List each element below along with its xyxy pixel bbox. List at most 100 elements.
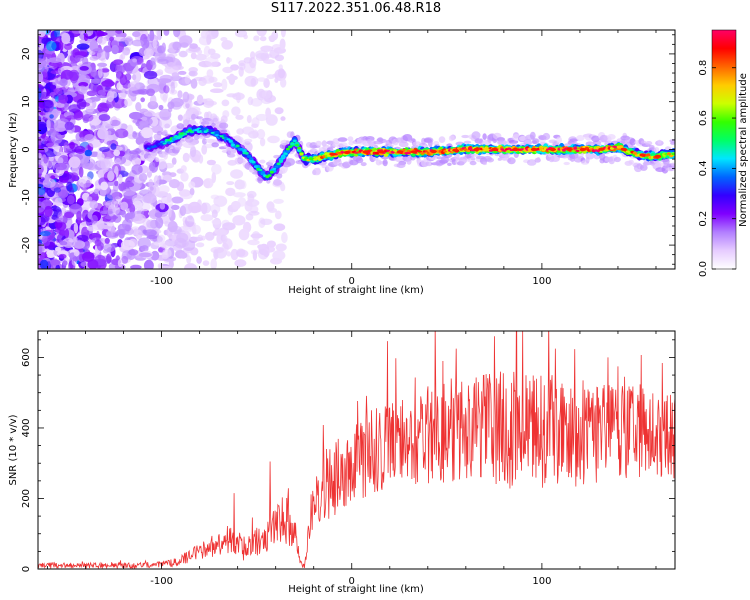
heatmap-cell bbox=[166, 52, 178, 57]
heatmap-cell bbox=[180, 172, 189, 182]
heatmap-cell bbox=[645, 141, 653, 146]
heatmap-cell bbox=[143, 193, 157, 204]
heatmap-cell bbox=[132, 58, 138, 63]
heatmap-cell bbox=[240, 147, 245, 151]
heatmap-cell bbox=[175, 146, 182, 150]
heatmap-cell bbox=[106, 253, 112, 264]
heatmap-cell bbox=[207, 48, 216, 55]
heatmap-cell bbox=[182, 91, 190, 103]
heatmap-cell bbox=[157, 130, 162, 136]
heatmap-cell bbox=[163, 85, 170, 94]
x-tick-label: 100 bbox=[532, 576, 551, 587]
heatmap-cell bbox=[38, 215, 41, 226]
heatmap-cell bbox=[156, 134, 162, 139]
heatmap-cell bbox=[97, 127, 109, 140]
heatmap-cell bbox=[661, 165, 669, 174]
heatmap-cell bbox=[266, 74, 275, 80]
heatmap-cell bbox=[128, 150, 139, 155]
heatmap-cell bbox=[378, 138, 387, 143]
heatmap-cell bbox=[60, 69, 74, 80]
heatmap-cell bbox=[410, 150, 418, 154]
heatmap-cell bbox=[173, 30, 181, 38]
heatmap-cell bbox=[89, 200, 98, 209]
heatmap-cell bbox=[576, 135, 585, 141]
heatmap-cell bbox=[473, 147, 480, 152]
heatmap-cell bbox=[180, 42, 189, 48]
heatmap-cell bbox=[315, 140, 322, 147]
heatmap-cell bbox=[274, 77, 279, 83]
heatmap-cell bbox=[452, 148, 459, 152]
heatmap-cell bbox=[100, 158, 111, 171]
colorbar-tick-label: 0.8 bbox=[698, 60, 709, 76]
heatmap-cell bbox=[39, 259, 49, 269]
heatmap-cell bbox=[563, 161, 570, 166]
heatmap-cell bbox=[72, 236, 78, 243]
heatmap-cell bbox=[227, 153, 236, 158]
heatmap-cell bbox=[79, 66, 89, 71]
heatmap-cell bbox=[628, 159, 634, 165]
heatmap-cell bbox=[569, 138, 579, 142]
heatmap-cell bbox=[256, 30, 267, 37]
heatmap-cell bbox=[106, 222, 114, 227]
heatmap-cell bbox=[46, 41, 57, 52]
heatmap-cell bbox=[236, 92, 241, 104]
heatmap-cell bbox=[62, 237, 76, 248]
heatmap-cell bbox=[396, 150, 404, 154]
heatmap-cell bbox=[669, 154, 674, 158]
heatmap-cell bbox=[125, 64, 133, 74]
heatmap-cell bbox=[82, 251, 95, 262]
heatmap-cell bbox=[211, 164, 222, 175]
heatmap-cell bbox=[382, 159, 388, 167]
heatmap-cell bbox=[200, 202, 208, 215]
heatmap-cell bbox=[277, 167, 286, 175]
heatmap-cell bbox=[155, 30, 161, 36]
heatmap-cell bbox=[149, 30, 155, 42]
heatmap-cell bbox=[236, 158, 246, 163]
heatmap-cell bbox=[166, 193, 172, 203]
heatmap-cell bbox=[375, 159, 382, 166]
heatmap-cell bbox=[210, 246, 224, 254]
heatmap-cell bbox=[129, 211, 136, 219]
heatmap-cell bbox=[127, 81, 140, 91]
heatmap-cell bbox=[170, 204, 180, 211]
heatmap-cell bbox=[246, 115, 252, 124]
colorbar-tick-label: 0.4 bbox=[698, 160, 709, 176]
heatmap-cell bbox=[230, 169, 244, 179]
heatmap-cell bbox=[313, 158, 318, 161]
heatmap-cell bbox=[128, 249, 139, 256]
heatmap-cell bbox=[283, 152, 288, 155]
heatmap-cell bbox=[232, 215, 246, 226]
heatmap-cell bbox=[197, 49, 203, 55]
heatmap-cell bbox=[377, 150, 385, 154]
heatmap-cell bbox=[55, 246, 62, 252]
heatmap-cell bbox=[42, 99, 54, 109]
heatmap-cell bbox=[51, 132, 63, 145]
heatmap-cell bbox=[226, 251, 231, 257]
heatmap-cell bbox=[54, 87, 63, 96]
heatmap-cell bbox=[176, 136, 181, 139]
heatmap-cell bbox=[171, 196, 184, 204]
heatmap-cell bbox=[221, 40, 233, 50]
snr-x-axis-label: Height of straight line (km) bbox=[288, 584, 424, 595]
heatmap-cell bbox=[411, 138, 416, 142]
heatmap-cell bbox=[105, 230, 114, 238]
heatmap-cell bbox=[45, 118, 59, 129]
heatmap-cell bbox=[132, 70, 142, 83]
heatmap-cell bbox=[150, 57, 156, 66]
heatmap-cell bbox=[466, 149, 471, 152]
heatmap-cell bbox=[106, 90, 115, 103]
heatmap-cell bbox=[238, 228, 250, 241]
heatmap-cell bbox=[221, 78, 228, 91]
height-tick-labels-top: -100 0 100 bbox=[150, 276, 551, 287]
heatmap-cell bbox=[96, 30, 105, 37]
snr-frame bbox=[37, 330, 676, 570]
heatmap-cell bbox=[109, 119, 121, 127]
heatmap-cell bbox=[277, 68, 286, 79]
y-tick-label: 400 bbox=[21, 418, 32, 437]
heatmap-cell bbox=[249, 157, 254, 161]
heatmap-cell bbox=[482, 133, 487, 141]
heatmap-cell bbox=[142, 229, 147, 234]
heatmap-cell bbox=[187, 201, 202, 214]
heatmap-cell bbox=[268, 159, 276, 164]
heatmap-cell bbox=[265, 53, 273, 59]
